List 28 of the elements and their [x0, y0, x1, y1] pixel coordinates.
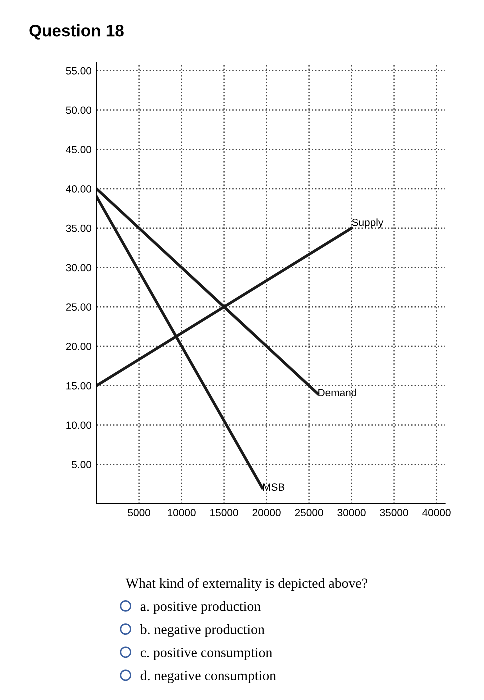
text: b. negative production — [140, 624, 265, 638]
y-tick-label: 20.00 — [66, 343, 92, 350]
text: a. positive production — [140, 601, 261, 614]
y-tick-label: 5.00 — [72, 461, 92, 468]
y-tick-label: 30.00 — [66, 264, 92, 272]
x-tick-label: 35000 — [380, 509, 408, 517]
y-tick-label: 15.00 — [66, 382, 92, 390]
y-tick-label: 35.00 — [66, 224, 92, 232]
y-tick-label: 50.00 — [66, 106, 92, 114]
chart-title: Question 18 — [30, 24, 124, 40]
x-tick-label: 40000 — [422, 509, 451, 517]
text: c. positive consumption — [140, 648, 272, 660]
series-label: MSB — [263, 484, 285, 492]
x-tick-label: 25000 — [295, 509, 324, 517]
y-tick-label: 10.00 — [66, 422, 92, 430]
y-tick-label: 40.00 — [66, 186, 92, 193]
x-tick-label: 10000 — [168, 509, 196, 517]
y-tick-label: 55.00 — [66, 67, 92, 75]
text: d. negative consumption — [140, 670, 276, 684]
x-tick-label: 30000 — [338, 509, 366, 517]
y-tick-label: 45.00 — [66, 146, 92, 154]
y-tick-label: 25.00 — [66, 304, 92, 311]
series-label: Supply — [352, 218, 384, 228]
x-tick-label: 20000 — [252, 509, 281, 517]
x-tick-label: 15000 — [210, 509, 238, 517]
x-tick-label: 5000 — [128, 509, 150, 517]
text: What kind of externality is depicted above? — [126, 578, 368, 591]
series-label: Demand — [318, 388, 356, 397]
